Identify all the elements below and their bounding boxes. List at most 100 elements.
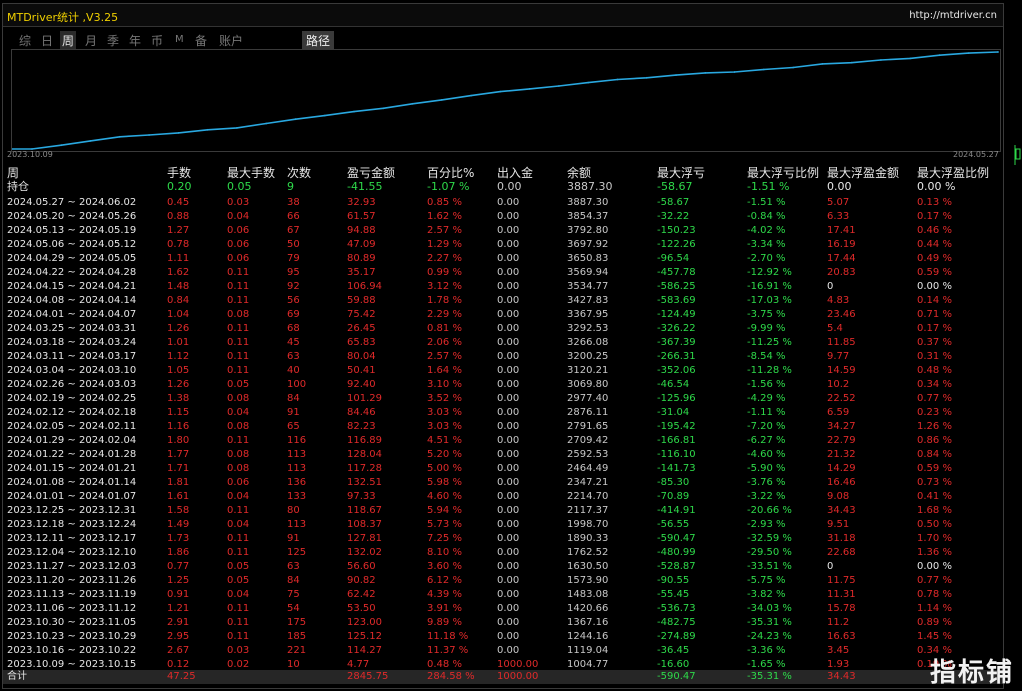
- cell-count: 69: [287, 309, 300, 320]
- cell-week: 2024.04.01 ~ 2024.04.07: [7, 309, 137, 320]
- cell-max-lots: 0.11: [227, 435, 250, 446]
- cell-balance: 3200.25: [567, 351, 609, 362]
- cell-pl: 50.41: [347, 365, 376, 376]
- cell-count: 95: [287, 267, 300, 278]
- cell-balance: 2117.37: [567, 505, 609, 516]
- cell-lots: 0.84: [167, 295, 190, 306]
- cell-max-lots: 0.08: [227, 463, 250, 474]
- cell-balance: 3069.80: [567, 379, 609, 390]
- cell-week: 2024.02.05 ~ 2024.02.11: [7, 421, 137, 432]
- period-tabs: 综 日 周 月 季 年 币 M 备 账户 路径: [3, 27, 1003, 50]
- cell-week: 2023.11.06 ~ 2023.11.12: [7, 603, 137, 614]
- cell-io: 0.00: [497, 211, 520, 222]
- cell-week: 2024.01.15 ~ 2024.01.21: [7, 463, 137, 474]
- cell-balance: 1367.16: [567, 617, 609, 628]
- cell-max-lots: 0.11: [227, 533, 250, 544]
- total-max-loss-pct: -35.31 %: [747, 671, 792, 682]
- cell-max-loss: -352.06: [657, 365, 696, 376]
- cell-pct: 8.10 %: [427, 547, 462, 558]
- tab-m[interactable]: M: [175, 34, 184, 45]
- balance-point: [148, 134, 151, 136]
- tab-quarter[interactable]: 季: [107, 34, 120, 48]
- cell-max-loss-pct: -3.34 %: [747, 239, 786, 250]
- balance-point: [323, 114, 326, 117]
- cell-week: 2024.04.29 ~ 2024.05.05: [7, 253, 137, 264]
- cell-max-loss: -536.73: [657, 603, 696, 614]
- cell-lots: 0.78: [167, 239, 190, 250]
- cell-count: 65: [287, 421, 300, 432]
- cell-max-loss-pct: -3.36 %: [747, 645, 786, 656]
- tab-day[interactable]: 日: [41, 34, 54, 48]
- balance-point: [938, 54, 941, 57]
- cell-balance: 2977.40: [567, 393, 609, 404]
- table-row: 2024.03.04 ~ 2024.03.10 1.05 0.11 40 50.41 1.…: [3, 364, 1003, 378]
- app-url-link[interactable]: http://mtdriver.cn: [909, 10, 997, 21]
- cell-max-lots: 0.08: [227, 393, 250, 404]
- path-button[interactable]: 路径: [302, 31, 335, 50]
- tab-year[interactable]: 年: [129, 34, 142, 48]
- cell-pct: 0.81 %: [427, 323, 462, 334]
- balance-point: [997, 51, 999, 53]
- cell-max-lots: 0.04: [227, 407, 250, 418]
- balance-point: [587, 81, 590, 84]
- cell-lots: 1.38: [167, 393, 190, 404]
- table-row: 2023.10.09 ~ 2023.10.15 0.12 0.02 10 4.77 0.4…: [3, 658, 1003, 672]
- cell-max-loss-pct: -20.66 %: [747, 505, 792, 516]
- tab-note[interactable]: 备: [195, 34, 208, 48]
- cell-count: 67: [287, 225, 300, 236]
- cell-week: 2024.01.08 ~ 2024.01.14: [7, 477, 137, 488]
- cell-week: 2024.04.15 ~ 2024.04.21: [7, 281, 137, 292]
- cell-balance: 3854.37: [567, 211, 609, 222]
- cell-count: 10: [287, 659, 300, 670]
- cell-pl: 114.27: [347, 645, 382, 656]
- cell-pct: 2.57 %: [427, 225, 462, 236]
- cell-max-profit: 16.19: [827, 239, 856, 250]
- cell-max-loss: -36.45: [657, 645, 690, 656]
- cell-max-loss: -414.91: [657, 505, 696, 516]
- tab-week[interactable]: 周: [60, 31, 77, 50]
- cell-max-profit: 15.78: [827, 603, 856, 614]
- tab-currency[interactable]: 币: [151, 34, 164, 48]
- cell-lots: 0.12: [167, 659, 190, 670]
- cell-pct: 0.85 %: [427, 197, 462, 208]
- cell-max-loss-pct: -11.28 %: [747, 365, 792, 376]
- cell-max-profit-pct: 0.48 %: [917, 365, 952, 376]
- balance-point: [294, 118, 297, 121]
- cell-count: 68: [287, 323, 300, 334]
- balance-point: [470, 94, 472, 97]
- cell-max-profit: 0: [827, 281, 834, 292]
- cell-pl: 123.00: [347, 617, 382, 628]
- stats-window: MTDriver统计 ,V3.25 http://mtdriver.cn 综 日…: [2, 3, 1004, 689]
- cell-pl: 118.67: [347, 505, 382, 516]
- cell-pct: 4.60 %: [427, 491, 462, 502]
- cell-count: 63: [287, 561, 300, 572]
- header-max-profit-pct: 最大浮盈比例: [917, 166, 990, 180]
- cell-io: 0.00: [497, 337, 520, 348]
- cell-balance: 2592.53: [567, 449, 609, 460]
- cell-io: 0.00: [497, 561, 520, 572]
- tab-account[interactable]: 账户: [219, 34, 244, 48]
- holding-lots: 0.20: [167, 180, 192, 193]
- tab-month[interactable]: 月: [85, 34, 98, 48]
- cell-max-profit: 22.79: [827, 435, 856, 446]
- cell-count: 92: [287, 281, 300, 292]
- cell-lots: 1.15: [167, 407, 190, 418]
- cell-io: 0.00: [497, 547, 520, 558]
- cell-max-loss-pct: -0.84 %: [747, 211, 786, 222]
- cell-max-loss: -480.99: [657, 547, 696, 558]
- cell-lots: 1.62: [167, 267, 190, 278]
- cell-max-profit: 17.44: [827, 253, 856, 264]
- table-row: 2023.10.16 ~ 2023.10.22 2.67 0.03 221 114.27…: [3, 644, 1003, 658]
- cell-lots: 0.77: [167, 561, 190, 572]
- cell-io: 0.00: [497, 435, 520, 446]
- cell-week: 2024.03.04 ~ 2024.03.10: [7, 365, 137, 376]
- tab-overall[interactable]: 综: [19, 34, 32, 48]
- cell-max-profit: 0: [827, 561, 834, 572]
- table-row: 2024.03.25 ~ 2024.03.31 1.26 0.11 68 26.45 0.…: [3, 322, 1003, 336]
- cell-pl: 92.40: [347, 379, 376, 390]
- cell-max-profit-pct: 0.71 %: [917, 309, 952, 320]
- cell-week: 2024.05.20 ~ 2024.05.26: [7, 211, 137, 222]
- table-row: 2023.12.25 ~ 2023.12.31 1.58 0.11 80 118.67 5…: [3, 504, 1003, 518]
- cell-max-profit-pct: 0.59 %: [917, 463, 952, 474]
- cell-lots: 1.71: [167, 463, 190, 474]
